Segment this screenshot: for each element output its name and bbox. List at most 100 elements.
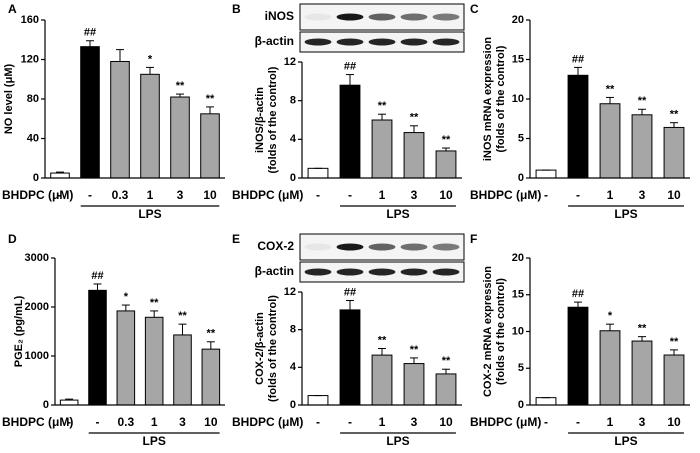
blot-band: [336, 38, 364, 46]
y-axis-label: NO level (μM): [3, 64, 15, 135]
y-tick-label: 10: [512, 325, 524, 337]
row-label: BHDPC (μM): [2, 415, 73, 429]
y-tick-label: 20: [512, 252, 524, 264]
significance-label: **: [206, 93, 215, 105]
bar: [201, 348, 221, 406]
bar: [173, 334, 192, 406]
bar: [170, 96, 190, 179]
y-tick-label: 12: [284, 286, 296, 298]
x-tick-label: 1: [147, 188, 154, 202]
y-tick-label: 3000: [25, 252, 49, 264]
y-tick-label: 80: [27, 93, 39, 105]
blot-band: [400, 38, 428, 46]
y-tick-label: 2000: [25, 301, 49, 313]
significance-label: **: [410, 344, 419, 356]
blot-band: [400, 268, 428, 276]
error-bar: [176, 93, 184, 98]
y-tick-label: 0: [518, 172, 524, 184]
significance-label: *: [608, 310, 613, 322]
y-axis-label: COX-2/β-actin: [254, 312, 266, 385]
significance-label: ##: [84, 27, 96, 39]
bar: [435, 373, 457, 406]
panel-label: B: [232, 2, 241, 16]
bar: [88, 289, 107, 406]
panel-label: F: [470, 232, 477, 246]
y-tick-label: 4: [290, 133, 297, 145]
y-tick-label: 0: [518, 399, 524, 411]
y-axis-label: PGE₂ (pg/mL): [13, 295, 25, 367]
significance-label: **: [442, 355, 451, 367]
error-bar: [56, 171, 64, 174]
error-bar: [410, 125, 418, 133]
significance-label: ##: [344, 60, 356, 72]
significance-label: **: [176, 80, 185, 92]
bar: [339, 309, 361, 406]
blot-band: [304, 268, 332, 276]
blot-label: iNOS: [265, 9, 294, 23]
significance-label: **: [670, 109, 679, 121]
bar: [339, 84, 361, 179]
y-tick-label: 0: [43, 399, 49, 411]
x-tick-label: 10: [667, 415, 681, 429]
y-tick-label: 5: [518, 362, 524, 374]
bar: [567, 306, 589, 406]
blot-band: [336, 268, 364, 276]
bar: [535, 397, 557, 406]
y-axis-label: iNOS mRNA expression: [482, 37, 494, 162]
blot-band: [400, 13, 428, 21]
significance-label: ##: [344, 286, 356, 298]
blot-band: [368, 243, 396, 251]
bar: [371, 354, 393, 406]
y-tick-label: 12: [284, 56, 296, 68]
bar: [663, 126, 685, 179]
bar: [80, 46, 100, 179]
error-bar: [378, 113, 386, 120]
x-tick-label: 3: [639, 415, 646, 429]
significance-label: *: [124, 291, 129, 303]
row-label: BHDPC (μM): [470, 415, 541, 429]
significance-label: **: [638, 323, 647, 335]
error-bar: [93, 283, 102, 291]
blot-band: [304, 13, 332, 21]
blot-band: [400, 243, 428, 251]
error-bar: [116, 49, 124, 62]
x-tick-label: 3: [411, 188, 418, 202]
panel-label: C: [470, 2, 479, 16]
bar: [403, 363, 425, 406]
x-tick-label: -: [88, 188, 92, 202]
x-tick-label: -: [316, 188, 320, 202]
blot-band: [368, 38, 396, 46]
panel-label: A: [8, 2, 17, 16]
y-tick-label: 0: [290, 172, 296, 184]
significance-label: **: [207, 328, 216, 340]
blot-band: [304, 38, 332, 46]
group-label: LPS: [142, 434, 165, 448]
bar: [631, 114, 653, 179]
significance-label: **: [606, 83, 615, 95]
y-tick-label: 10: [512, 93, 524, 105]
x-tick-label: 1: [607, 188, 614, 202]
error-bar: [346, 299, 354, 310]
y-tick-label: 8: [290, 324, 296, 336]
group-label: LPS: [614, 434, 637, 448]
bar: [403, 132, 425, 179]
group-label: LPS: [386, 434, 409, 448]
bar: [663, 354, 685, 406]
group-label: LPS: [614, 207, 637, 221]
error-bar: [442, 368, 450, 374]
y-tick-label: 15: [512, 289, 524, 301]
x-tick-label: 3: [639, 188, 646, 202]
significance-label: **: [442, 134, 451, 146]
y-axis-label: iNOS/β-actin: [254, 87, 266, 153]
x-tick-label: -: [544, 415, 548, 429]
error-bar: [146, 66, 154, 75]
x-tick-label: 10: [203, 188, 217, 202]
bar: [307, 167, 329, 179]
significance-label: **: [670, 336, 679, 348]
error-bar: [638, 108, 646, 115]
error-bar: [65, 398, 74, 401]
y-tick-label: 40: [27, 132, 39, 144]
bar: [371, 119, 393, 179]
error-bar: [442, 147, 450, 151]
